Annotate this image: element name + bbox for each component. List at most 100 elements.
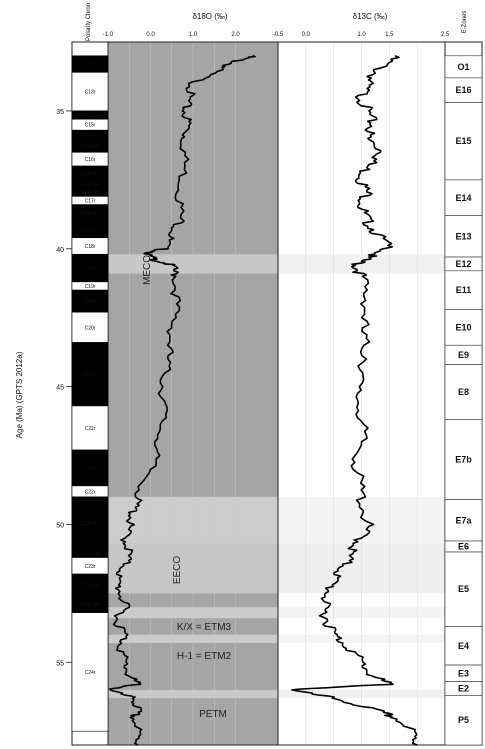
d13c-tick-label: 2.5 xyxy=(441,32,450,38)
etm3-label: K/X = ETM3 xyxy=(177,622,232,633)
chron-label: C17r xyxy=(85,199,96,205)
age-tick-label: 40 xyxy=(56,247,64,254)
event-band xyxy=(108,543,445,594)
ezone-label: E2 xyxy=(458,683,469,693)
age-tick-label: 35 xyxy=(56,109,64,116)
chron-block xyxy=(71,253,109,283)
ezone-block xyxy=(444,499,483,542)
event-band xyxy=(108,607,445,619)
ezone-block xyxy=(444,179,483,216)
eeco-label: EECO xyxy=(172,556,183,585)
ezone-block xyxy=(444,364,483,420)
event-band xyxy=(108,634,445,643)
gpts-header: Polarity Chron xyxy=(86,3,92,41)
ezone-label: E9 xyxy=(458,350,469,360)
chron-label: C17n.2n xyxy=(81,182,100,188)
chron-block xyxy=(71,612,109,732)
chron-block xyxy=(71,496,109,550)
y-axis-label: Age (Ma) (GPTS 2012a) xyxy=(15,351,24,438)
chron-label: C17n.1n xyxy=(81,171,100,177)
ezone-block xyxy=(444,77,483,103)
d18o-tick-label: -1.0 xyxy=(103,32,114,38)
chron-label: C22n xyxy=(84,466,96,472)
ezone-label: E12 xyxy=(455,259,471,269)
event-band xyxy=(108,689,445,699)
chron-label: C24n.3n xyxy=(81,602,100,608)
petm-label: PETM xyxy=(199,709,227,720)
chron-label: C17n.3n xyxy=(81,190,100,196)
ezone-label: E16 xyxy=(455,85,471,95)
chron-label: C19n xyxy=(84,266,96,272)
ezone-label: E7a xyxy=(455,515,472,525)
d13c-tick-label: -0.5 xyxy=(273,32,284,38)
ezone-label: E7b xyxy=(455,455,472,465)
ezone-block xyxy=(444,102,483,181)
d13c-tick-label: 1.5 xyxy=(385,32,394,38)
chron-label: C16r xyxy=(85,157,96,163)
chron-label: C20r xyxy=(85,325,96,331)
ezone-label: E5 xyxy=(458,584,469,594)
d13c-tick-label: 0.0 xyxy=(302,32,311,38)
chron-label: C15n xyxy=(84,113,96,119)
ezone-label: O1 xyxy=(457,62,469,72)
ezone-label: E6 xyxy=(458,542,469,552)
age-tick-label: 55 xyxy=(56,660,64,667)
chron-label: C24r xyxy=(85,670,96,676)
ezone-block xyxy=(444,215,483,258)
ezone-label: E4 xyxy=(458,641,469,651)
d13c-axis-title: δ13C (‰) xyxy=(353,12,388,21)
e-zone-column: O1 E16 E15 E14 E13 E12 E11 E10 E9 E8 E7b E7a E6 E5 E4 E… xyxy=(444,55,483,746)
chron-block xyxy=(71,449,109,487)
ezone-label: E11 xyxy=(456,285,472,295)
etm2-label: H-1 = ETM2 xyxy=(177,651,232,662)
vertical-gridlines xyxy=(107,42,418,745)
chron-label: C21n xyxy=(84,372,96,378)
d18o-tick-label: 2.0 xyxy=(231,32,240,38)
chron-label: C21r xyxy=(85,426,96,432)
d18o-tick-label: 1.0 xyxy=(189,32,198,38)
ezone-label: E13 xyxy=(455,231,471,241)
top-axis-ticks: -1.0 0.0 1.0 2.0 -0.5 0.0 1.0 1.5 2.5 xyxy=(103,32,450,38)
chron-label: C16n.2n xyxy=(81,143,100,149)
ezone-label: P5 xyxy=(458,715,469,725)
chron-label: C22r xyxy=(85,489,96,495)
ezone-block xyxy=(444,551,483,627)
chron-label: C18r xyxy=(85,244,96,250)
chron-label: C18n.1n xyxy=(81,211,100,217)
d18o-series-line xyxy=(109,55,256,746)
event-band xyxy=(108,496,445,544)
chron-label: C13r xyxy=(85,90,96,96)
chron-label: C15r xyxy=(85,123,96,129)
chron-label: C19r xyxy=(85,284,96,290)
chron-label: C16n.1n xyxy=(81,132,100,138)
ezone-label: E3 xyxy=(458,668,469,678)
chron-label: C23r xyxy=(85,564,96,570)
chron-label: C23n.1n xyxy=(81,521,100,527)
d18o-axis-title: δ18O (‰) xyxy=(192,12,227,21)
chron-label: C13n xyxy=(84,62,96,68)
chron-label: C23n.2n xyxy=(81,551,100,557)
chron-label: C20n xyxy=(84,299,96,305)
ezone-label: E10 xyxy=(455,322,471,332)
chron-block xyxy=(71,311,109,343)
ezone-label: E15 xyxy=(455,136,471,146)
age-axis-ticks: 35 40 45 50 55 xyxy=(56,109,72,667)
ezone-label: E8 xyxy=(458,387,469,397)
chron-label: C18n.2n xyxy=(81,227,100,233)
d13c-series-line xyxy=(291,55,418,746)
age-tick-label: 45 xyxy=(56,385,64,392)
isotope-curves xyxy=(109,55,418,746)
ezone-block xyxy=(444,270,483,310)
ezone-label: E14 xyxy=(455,193,471,203)
age-tick-label: 50 xyxy=(56,522,64,529)
ezone-block xyxy=(444,309,483,346)
chron-block xyxy=(71,72,109,112)
d18o-tick-label: 0.0 xyxy=(146,32,155,38)
chron-label: C24n.1n xyxy=(81,583,100,589)
d13c-tick-label: 1.0 xyxy=(357,32,366,38)
gpts-chron-column: C13n C13r C15n C15r C16n.1n C16n.2n C16r C17n.1… xyxy=(71,55,109,732)
meco-label: MECO xyxy=(142,255,153,285)
ezone-block xyxy=(444,695,483,746)
event-bands xyxy=(108,254,445,699)
